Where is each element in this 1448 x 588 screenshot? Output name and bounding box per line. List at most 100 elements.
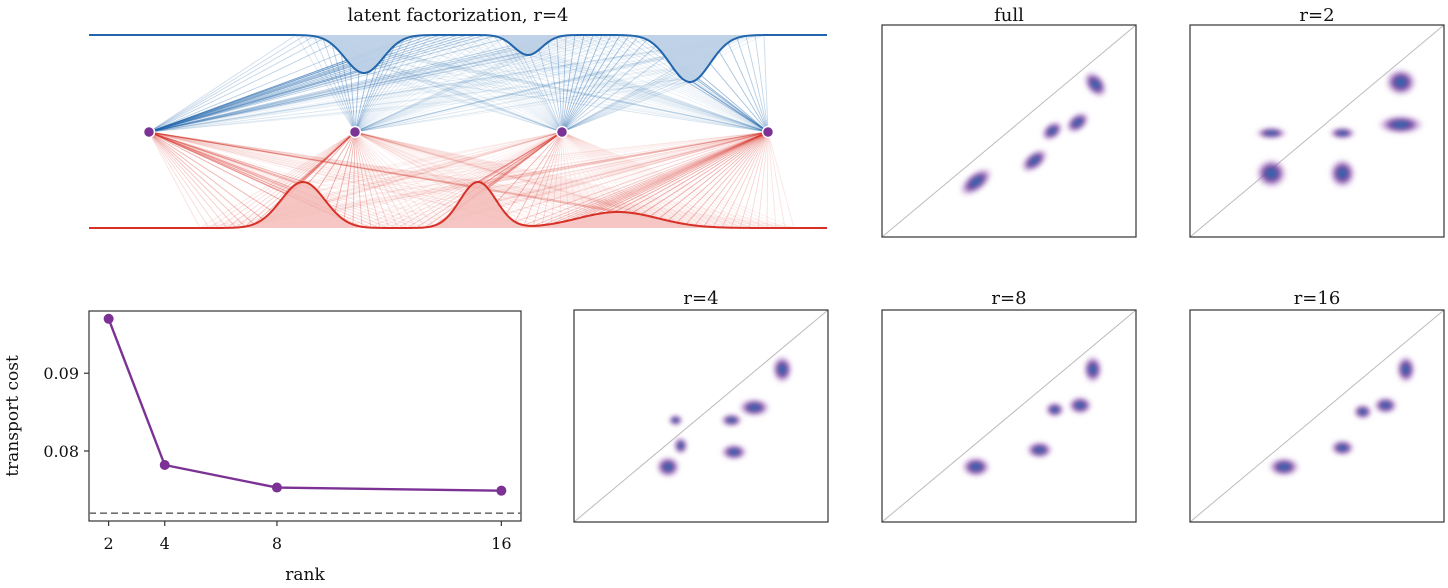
source-transport-line: [736, 37, 769, 133]
target-transport-line: [148, 131, 417, 229]
heatmap-density-blob: [672, 436, 689, 455]
target-transport-line: [561, 131, 678, 223]
target-transport-line: [148, 131, 426, 228]
target-transport-line: [676, 131, 769, 223]
source-transport-line: [430, 34, 563, 133]
target-transport-line: [307, 131, 563, 184]
source-transport-line: [148, 52, 522, 133]
source-transport-line: [583, 34, 769, 133]
source-transport-line: [354, 34, 450, 133]
target-transport-line: [148, 131, 309, 184]
source-transport-line: [394, 44, 563, 133]
target-transport-line: [148, 131, 660, 219]
heatmap-density-blob: [1065, 111, 1091, 134]
target-transport-line: [316, 131, 563, 191]
target-transport-line: [148, 131, 381, 229]
target-transport-line: [685, 131, 769, 225]
target-transport-line: [343, 131, 769, 221]
cost-data-point: [103, 313, 114, 324]
target-transport-line: [354, 131, 651, 217]
target-transport-line: [148, 131, 399, 229]
target-transport-line: [199, 131, 563, 229]
target-transport-line: [561, 131, 705, 227]
target-transport-line: [354, 131, 759, 229]
target-transport-line: [561, 131, 633, 214]
target-transport-line: [487, 131, 769, 189]
target-transport-line: [767, 131, 795, 229]
target-transport-line: [148, 131, 795, 229]
target-transport-line: [354, 131, 453, 213]
source-transport-line: [322, 38, 769, 133]
source-transport-line: [412, 35, 769, 133]
target-transport-line: [577, 131, 769, 219]
heatmap-r2-body: [1189, 24, 1445, 238]
target-transport-line: [694, 131, 769, 226]
source-transport-line: [448, 34, 563, 133]
source-transport-line: [354, 35, 423, 133]
target-transport-line: [561, 131, 750, 229]
target-transport-line: [208, 131, 563, 229]
source-transport-line: [148, 38, 504, 133]
source-transport-line: [148, 54, 531, 133]
target-transport-line: [586, 131, 769, 217]
heatmap-density-blob: [1372, 396, 1399, 415]
latent-panel-title: latent factorization, r=4: [347, 5, 568, 26]
source-transport-line: [727, 42, 769, 133]
source-transport-line: [561, 34, 612, 133]
target-transport-line: [316, 131, 769, 191]
target-transport-line: [561, 131, 588, 217]
source-transport-line: [354, 34, 441, 133]
heatmap-full-body: [881, 24, 1137, 238]
target-transport-line: [307, 131, 769, 184]
source-transport-line: [354, 34, 477, 133]
heatmap-diagonal: [573, 309, 829, 523]
target-transport-line: [343, 131, 356, 220]
source-transport-line: [561, 35, 567, 133]
source-transport-line: [547, 41, 769, 133]
source-transport-line: [148, 52, 342, 133]
source-transport-line: [354, 38, 504, 133]
target-transport-line: [561, 131, 624, 213]
target-transport-line: [148, 131, 651, 217]
target-transport-line: [354, 131, 372, 228]
source-transport-line: [354, 34, 612, 133]
source-transport-line: [529, 54, 769, 133]
heatmap-frame: [881, 24, 1137, 238]
source-transport-line: [538, 49, 769, 133]
heatmap-r16-title: r=16: [1294, 288, 1341, 309]
target-transport-line: [354, 131, 777, 229]
source-transport-line: [354, 52, 522, 133]
source-transport-line: [421, 34, 563, 133]
target-transport-line: [148, 131, 471, 187]
heatmap-density-blob: [1254, 126, 1288, 140]
heatmap-density-blob: [1067, 395, 1094, 416]
target-transport-line: [561, 131, 570, 221]
target-transport-line: [298, 131, 769, 184]
source-transport-line: [354, 41, 549, 133]
target-transport-line: [354, 131, 732, 229]
source-transport-line: [354, 49, 540, 133]
target-transport-line: [148, 131, 273, 212]
target-transport-line: [148, 131, 462, 199]
target-transport-line: [541, 131, 769, 226]
heatmap-density-blob: [1384, 67, 1418, 97]
target-transport-line: [226, 131, 356, 229]
source-transport-line: [354, 39, 648, 133]
heatmap-density-blob: [1352, 403, 1374, 421]
target-transport-line: [298, 131, 563, 184]
source-transport-line: [148, 41, 549, 133]
target-transport-line: [712, 131, 769, 228]
target-transport-line: [622, 131, 769, 213]
target-transport-line: [354, 131, 678, 224]
target-transport-line: [667, 131, 769, 222]
heatmap-density-blob: [719, 443, 749, 461]
source-transport-line: [148, 63, 711, 133]
source-density-fill: [296, 35, 770, 82]
source-transport-line: [403, 38, 563, 133]
target-transport-line: [568, 131, 769, 221]
source-transport-line: [718, 51, 769, 133]
source-transport-line: [561, 74, 702, 133]
target-transport-line: [559, 131, 563, 223]
target-transport-line: [354, 131, 624, 213]
source-transport-line: [148, 39, 648, 133]
